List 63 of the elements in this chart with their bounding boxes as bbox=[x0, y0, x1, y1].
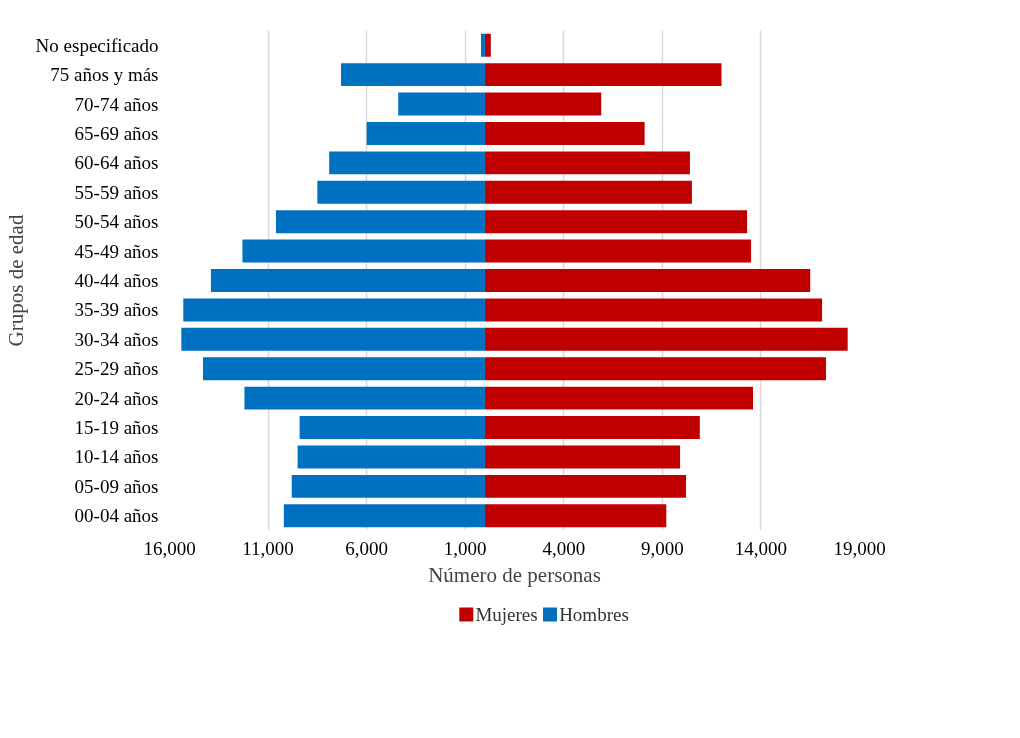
bar bbox=[484, 386, 754, 410]
bar bbox=[398, 92, 485, 116]
y-tick-label: 70-74 años bbox=[74, 93, 159, 115]
bar bbox=[297, 445, 485, 469]
bar bbox=[484, 180, 692, 204]
legend-label: Mujeres bbox=[475, 604, 538, 625]
bar bbox=[275, 210, 485, 234]
bar bbox=[183, 298, 485, 322]
y-tick-label: No especificado bbox=[35, 34, 159, 56]
y-tick-label: 15-19 años bbox=[74, 417, 159, 439]
bar bbox=[291, 474, 485, 498]
bar bbox=[484, 504, 667, 528]
bar bbox=[299, 416, 485, 440]
y-tick-label: 55-59 años bbox=[74, 181, 159, 203]
y-tick-label: 50-54 años bbox=[74, 211, 159, 233]
x-tick-label: 19,000 bbox=[833, 537, 886, 559]
y-tick-label: 25-29 años bbox=[74, 358, 159, 380]
y-tick-label: 10-14 años bbox=[74, 446, 159, 468]
legend-label: Hombres bbox=[559, 604, 629, 625]
x-axis-title: Número de personas bbox=[428, 562, 601, 587]
bar bbox=[484, 357, 826, 381]
y-tick-label: 60-64 años bbox=[74, 152, 159, 174]
bar bbox=[203, 357, 485, 381]
bar bbox=[484, 298, 823, 322]
bar bbox=[317, 180, 485, 204]
x-tick-label: 14,000 bbox=[734, 537, 788, 559]
y-tick-label: 65-69 años bbox=[74, 122, 159, 144]
bar bbox=[484, 445, 681, 469]
bar bbox=[366, 121, 485, 145]
bar bbox=[484, 269, 811, 292]
bar bbox=[484, 121, 645, 145]
y-tick-label: 40-44 años bbox=[74, 270, 159, 291]
bar bbox=[484, 151, 690, 175]
bar bbox=[484, 327, 848, 351]
y-tick-label: 30-34 años bbox=[74, 328, 159, 350]
bar bbox=[181, 327, 485, 351]
x-tick-label: 4,000 bbox=[542, 537, 586, 559]
bar bbox=[242, 239, 485, 263]
bar bbox=[484, 239, 752, 263]
x-tick-label: 16,000 bbox=[143, 537, 196, 559]
x-tick-label: 11,000 bbox=[242, 537, 294, 559]
bar bbox=[484, 92, 602, 116]
bar bbox=[329, 151, 485, 175]
bar bbox=[283, 504, 485, 528]
bar bbox=[480, 33, 485, 57]
bar bbox=[484, 474, 687, 498]
bar bbox=[244, 386, 485, 410]
x-tick-label: 6,000 bbox=[345, 537, 389, 559]
bar bbox=[210, 269, 485, 292]
y-tick-label: 05-09 años bbox=[74, 475, 159, 497]
bar bbox=[484, 416, 700, 440]
y-tick-label: 20-24 años bbox=[74, 387, 159, 409]
y-tick-label: 00-04 años bbox=[74, 505, 159, 527]
bar bbox=[341, 63, 485, 87]
x-tick-label: 9,000 bbox=[640, 537, 684, 559]
bar bbox=[484, 210, 748, 234]
x-tick-label: 1,000 bbox=[443, 537, 487, 559]
y-tick-label: 35-39 años bbox=[74, 299, 159, 321]
y-axis-title: Grupos de edad bbox=[3, 214, 28, 347]
bar bbox=[484, 33, 491, 57]
y-tick-label: 45-49 años bbox=[74, 240, 159, 262]
y-tick-label: 75 años y más bbox=[50, 64, 159, 86]
bar bbox=[484, 63, 722, 87]
